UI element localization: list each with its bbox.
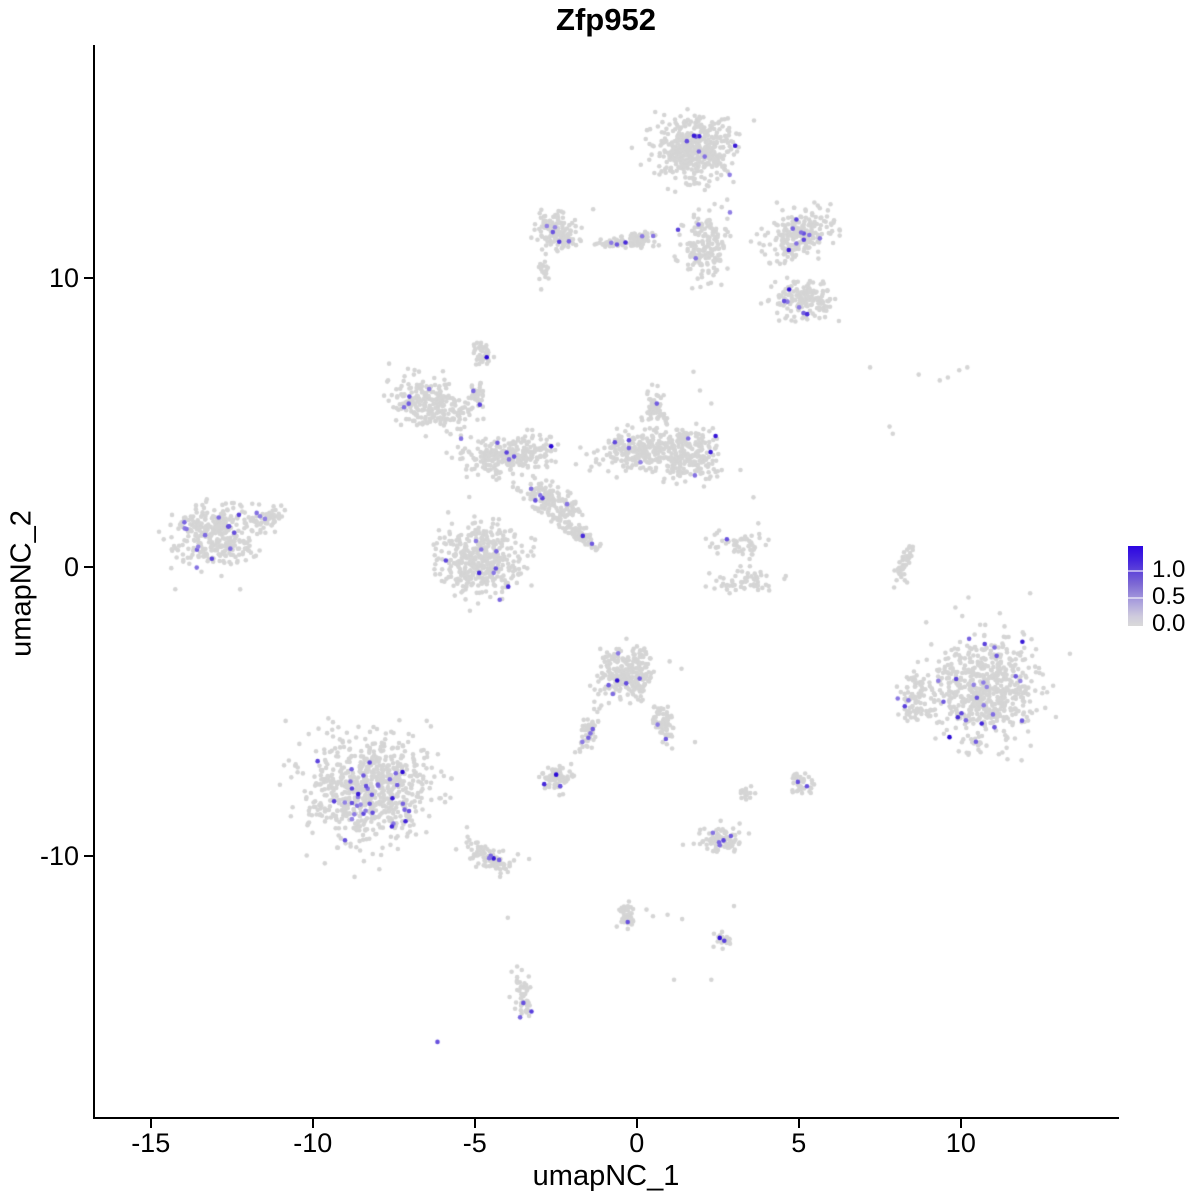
plot-title: Zfp952 [556,2,656,37]
x-tick-label: -15 [131,1128,171,1158]
y-tick-mark [84,276,93,279]
x-tick-label: 0 [629,1128,645,1158]
y-axis-line [93,45,95,1119]
legend-label-mid: 0.5 [1152,583,1186,610]
y-tick-label: -10 [39,840,79,871]
legend-tick-mark [1128,570,1143,572]
x-tick-label: -5 [462,1128,487,1158]
x-tick-mark [473,1119,476,1128]
y-tick-mark [84,565,93,568]
x-axis-title: umapNC_1 [532,1160,680,1192]
legend-label-high: 1.0 [1152,556,1186,583]
x-tick-mark [149,1119,152,1128]
y-axis-title: umapNC_2 [5,510,38,657]
x-tick-label: -10 [293,1128,333,1158]
x-tick-mark [797,1119,800,1128]
legend-label-low: 0.0 [1152,610,1186,637]
x-tick-label: 5 [791,1128,807,1158]
x-tick-mark [311,1119,314,1128]
legend-gradient-bar [1128,546,1143,626]
y-tick-label: 0 [63,551,79,582]
y-tick-label: 10 [48,262,79,293]
legend-tick-mark [1128,597,1143,599]
x-tick-mark [635,1119,638,1128]
y-tick-mark [84,854,93,857]
x-axis-line [93,1117,1119,1119]
x-tick-label: 10 [945,1128,976,1158]
x-tick-mark [959,1119,962,1128]
